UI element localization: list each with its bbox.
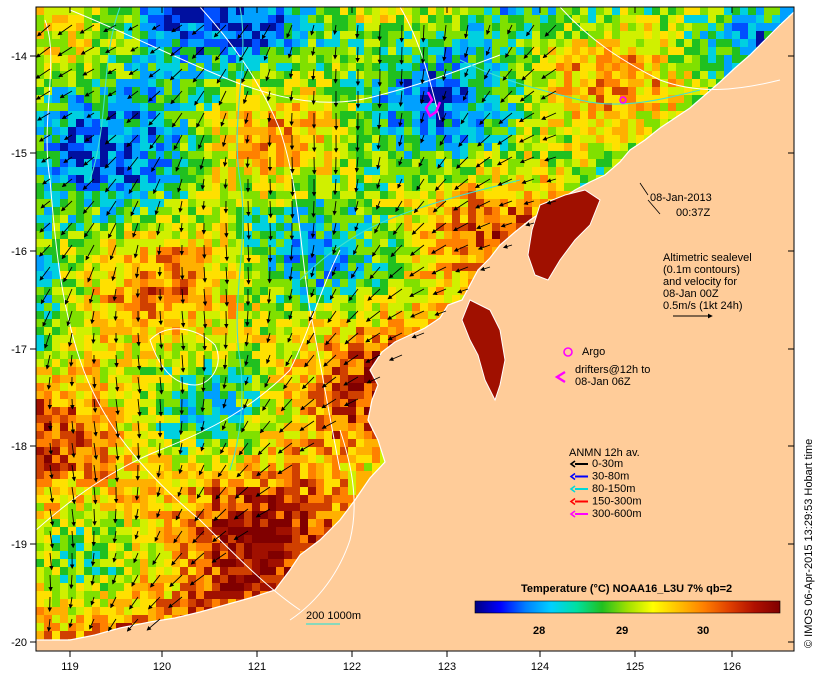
colorbar-tick-29: 29 <box>616 625 628 637</box>
x-tick-label: 122 <box>343 661 361 673</box>
altimetry-note: Altimetric sealevel (0.1m contours) and … <box>663 252 752 319</box>
colorbar-tick-28: 28 <box>533 625 545 637</box>
anmn-label: 30-80m <box>592 471 629 483</box>
x-tick-label: 124 <box>531 661 549 673</box>
x-tick-label: 121 <box>248 661 266 673</box>
x-axis: 119 120 121 122 123 124 125 126 <box>61 7 741 673</box>
x-tick-label: 126 <box>723 661 741 673</box>
anmn-label: 0-30m <box>592 458 623 470</box>
y-tick-label: -18 <box>11 441 27 453</box>
y-tick-label: -19 <box>11 539 27 551</box>
argo-label: Argo <box>582 346 605 358</box>
datetime-line2: 00:37Z <box>676 207 711 219</box>
datetime-line1: 08-Jan-2013 <box>650 192 712 204</box>
anmn-title: ANMN 12h av. <box>569 447 640 459</box>
drifter-symbol <box>554 370 566 384</box>
colorbar-strip <box>474 600 781 614</box>
kimberley-coast <box>527 189 601 281</box>
y-tick-label: -14 <box>11 51 27 63</box>
colorbar-tick-30: 30 <box>697 625 709 637</box>
colorbar: Temperature (°C) NOAA16_L3U 7% qb=2 28 2… <box>474 583 781 637</box>
anmn-label: 80-150m <box>592 483 635 495</box>
y-tick-label: -16 <box>11 246 27 258</box>
argo-symbol <box>563 347 573 357</box>
anmn-label: 300-600m <box>592 508 642 520</box>
x-tick-label: 123 <box>438 661 456 673</box>
altimetry-line-0: Altimetric sealevel <box>663 252 752 264</box>
anmn-label: 150-300m <box>592 496 642 508</box>
altimetry-line-4: 0.5m/s (1kt 24h) <box>663 300 742 312</box>
altimetry-line-3: 08-Jan 00Z <box>663 288 719 300</box>
altimetry-line-1: (0.1m contours) <box>663 264 740 276</box>
isobath-scale-label: 200 1000m <box>306 610 361 622</box>
drifters-line1: drifters@12h to <box>575 364 650 376</box>
y-tick-label: -15 <box>11 148 27 160</box>
plot-border <box>35 6 795 652</box>
drifter-track <box>424 91 442 118</box>
x-tick-label: 120 <box>153 661 171 673</box>
altimetry-line-2: and velocity for <box>663 276 737 288</box>
drifters-line2: 08-Jan 06Z <box>575 376 631 388</box>
kimberley-peninsula <box>461 299 506 402</box>
credit-text: © IMOS 06-Apr-2015 13:29:53 Hobart time <box>803 439 815 648</box>
y-tick-label: -17 <box>11 344 27 356</box>
argo-float-track <box>619 96 627 104</box>
y-axis: -14 -15 -16 -17 -18 -19 -20 <box>11 51 794 649</box>
x-tick-label: 119 <box>61 661 79 673</box>
x-tick-label: 125 <box>626 661 644 673</box>
land-mass <box>36 7 794 651</box>
anmn-legend: ANMN 12h av. 0-30m30-80m80-150m150-300m3… <box>569 447 642 520</box>
colorbar-title: Temperature (°C) NOAA16_L3U 7% qb=2 <box>521 583 732 595</box>
velocity-arrows <box>36 24 557 632</box>
y-tick-label: -20 <box>11 637 27 649</box>
datetime-pointer <box>639 182 649 196</box>
